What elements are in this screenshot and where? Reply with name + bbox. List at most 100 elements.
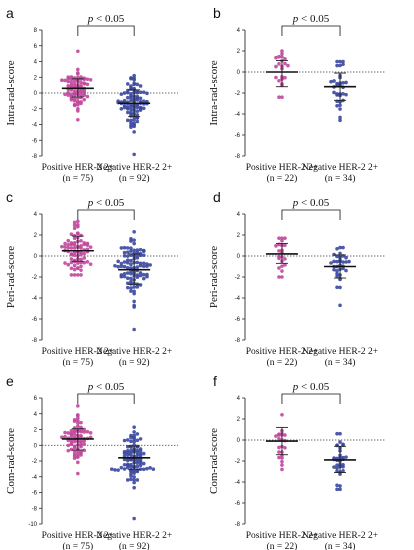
data-point — [329, 79, 333, 84]
data-point — [280, 52, 284, 56]
data-point — [76, 117, 80, 122]
data-point — [283, 433, 287, 437]
data-point — [335, 463, 339, 468]
data-point — [129, 258, 133, 263]
data-point — [148, 466, 152, 470]
data-point — [274, 64, 278, 69]
panel-letter: b — [213, 5, 221, 21]
data-point — [125, 452, 130, 457]
data-point — [283, 61, 287, 66]
data-point — [129, 237, 133, 241]
category-label: Negative HER-2 2+ — [96, 531, 172, 541]
data-point — [280, 467, 284, 472]
data-point — [125, 250, 130, 254]
data-point — [69, 432, 74, 437]
data-point — [72, 432, 77, 437]
data-point — [69, 246, 74, 250]
count-label: (n = 34) — [325, 357, 356, 368]
y-tick-label: -2 — [32, 275, 38, 281]
data-point — [132, 248, 136, 253]
y-tick-label: 0 — [34, 443, 38, 449]
data-point — [341, 245, 345, 250]
data-point — [122, 454, 127, 458]
y-axis-title: Peri-rad-score — [5, 246, 17, 308]
data-point — [66, 75, 71, 80]
data-point — [332, 79, 336, 83]
data-point — [72, 449, 77, 454]
data-point — [129, 118, 133, 123]
data-point — [280, 49, 284, 53]
data-point — [138, 459, 143, 463]
data-point — [109, 467, 114, 471]
data-point — [69, 77, 74, 81]
data-point — [129, 114, 133, 118]
data-point — [113, 263, 117, 268]
significance-bracket — [281, 25, 341, 36]
data-point — [135, 285, 140, 289]
significance-p: p — [292, 13, 299, 25]
data-point — [277, 95, 281, 99]
data-point — [135, 103, 140, 107]
data-point — [79, 257, 83, 262]
data-point — [138, 251, 143, 256]
data-point — [72, 78, 77, 83]
data-point — [119, 107, 124, 111]
data-point — [82, 260, 87, 265]
count-label: (n = 22) — [267, 357, 298, 368]
data-point — [79, 441, 83, 445]
data-point — [132, 78, 136, 82]
data-point — [125, 448, 130, 453]
data-point — [135, 265, 140, 269]
y-tick-label: 6 — [34, 396, 38, 402]
data-point — [88, 78, 93, 82]
data-point — [280, 463, 284, 467]
data-point — [76, 424, 80, 429]
data-point — [338, 107, 342, 111]
data-point — [151, 467, 156, 471]
data-point — [280, 459, 284, 464]
data-point — [135, 275, 140, 280]
data-point — [283, 243, 287, 247]
data-point — [135, 113, 140, 117]
data-point — [76, 103, 80, 107]
data-point — [79, 268, 83, 272]
y-tick-label: 0 — [237, 438, 241, 444]
data-point — [63, 78, 67, 83]
data-point — [69, 252, 74, 257]
data-point — [122, 449, 127, 454]
significance-bracket — [281, 209, 341, 220]
data-point — [135, 119, 140, 124]
data-point — [122, 105, 127, 110]
data-point — [138, 467, 143, 471]
data-point — [125, 271, 130, 275]
data-point — [60, 78, 64, 83]
data-point — [82, 81, 87, 85]
data-point — [72, 236, 77, 241]
data-point — [274, 434, 278, 438]
y-tick-label: 2 — [34, 233, 38, 239]
data-point — [338, 245, 342, 250]
data-point — [122, 271, 127, 276]
data-point — [132, 73, 136, 78]
data-point — [132, 475, 136, 479]
data-point — [72, 439, 77, 444]
data-point — [129, 435, 133, 440]
data-point — [129, 448, 133, 453]
y-tick-label: -2 — [235, 91, 241, 97]
data-point — [344, 92, 348, 97]
count-label: (n = 92) — [119, 173, 150, 184]
y-axis-title: Peri-rad-score — [208, 246, 220, 308]
data-point — [132, 121, 136, 125]
data-point — [135, 478, 140, 482]
data-point — [72, 273, 77, 277]
data-point — [283, 56, 287, 61]
data-point — [129, 262, 133, 267]
significance-label: p < 0.05 — [292, 13, 330, 25]
data-point — [76, 261, 80, 265]
data-point — [79, 246, 83, 250]
data-point — [135, 82, 140, 87]
y-tick-label: -8 — [235, 154, 241, 160]
data-point — [132, 152, 136, 157]
data-point — [141, 106, 146, 111]
